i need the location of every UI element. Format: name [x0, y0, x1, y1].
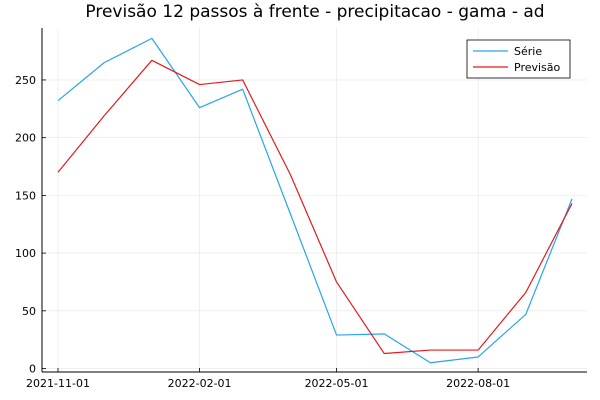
- x-tick-label: 2022-08-01: [446, 377, 510, 390]
- legend: Série Previsão: [466, 39, 571, 79]
- y-tick-label: 0: [29, 363, 36, 376]
- y-tick-label: 50: [22, 305, 36, 318]
- axes: [41, 28, 587, 373]
- x-tick-label: 2022-05-01: [305, 377, 369, 390]
- y-tick-label: 250: [15, 74, 36, 87]
- x-tick-label: 2021-11-01: [26, 377, 90, 390]
- y-tick-label: 200: [15, 132, 36, 145]
- legend-box: [466, 39, 571, 79]
- series-line-serie: [57, 37, 573, 364]
- x-tick-label: 2022-02-01: [168, 377, 232, 390]
- legend-label-serie: Série: [514, 45, 542, 58]
- y-tick-label: 150: [15, 189, 36, 202]
- series-line-previsao: [57, 59, 573, 355]
- x-axis-ticks: 2021-11-01 2022-02-01 2022-05-01 2022-08-01: [26, 368, 510, 390]
- chart-title: Previsão 12 passos à frente - precipitac…: [85, 2, 544, 22]
- legend-label-previsao: Previsão: [514, 61, 561, 74]
- y-tick-label: 100: [15, 247, 36, 260]
- series-group: [57, 37, 573, 364]
- grid: [42, 28, 587, 372]
- y-axis-ticks: 0 50 100 150 200 250: [15, 74, 46, 376]
